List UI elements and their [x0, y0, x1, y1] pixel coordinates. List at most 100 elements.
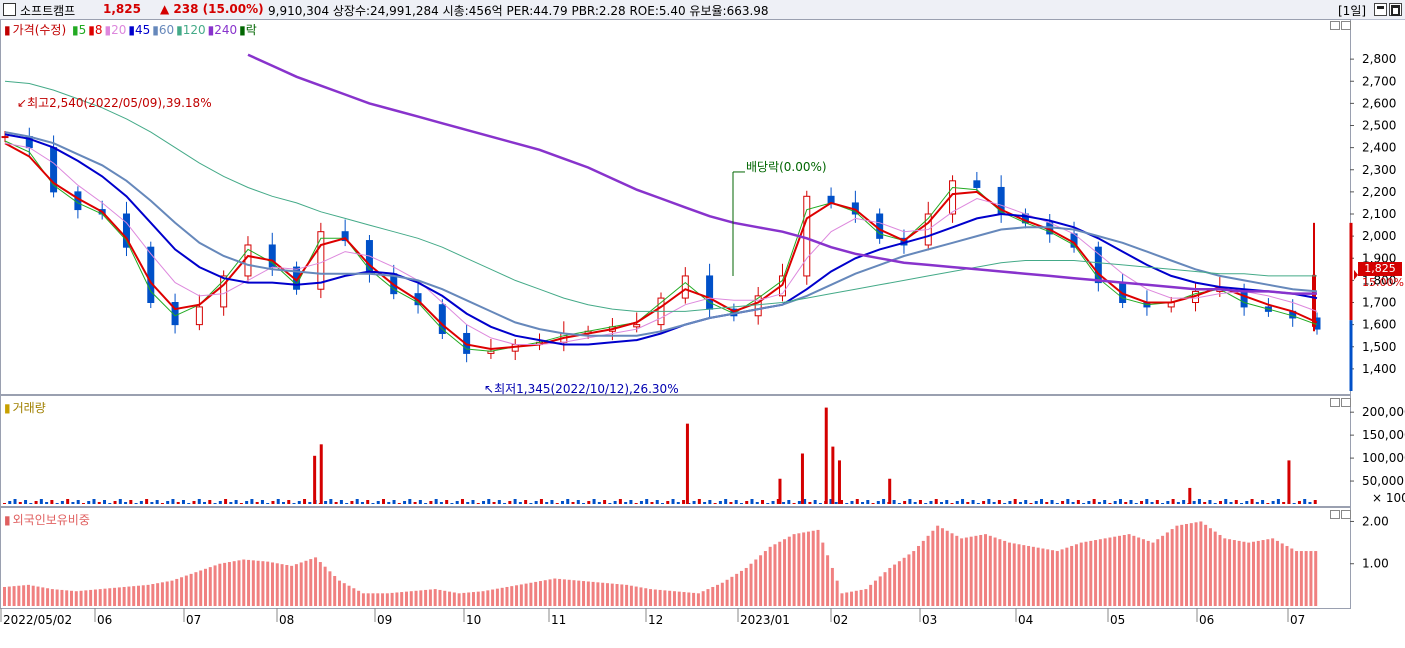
foreign-bar [428, 589, 432, 606]
foreign-bar [299, 562, 303, 606]
volume-bar [297, 501, 301, 504]
foreign-bar [1070, 545, 1074, 606]
pane-maximize-icon[interactable] [1341, 21, 1351, 30]
foreign-bar [720, 582, 724, 606]
volume-bar [50, 500, 54, 504]
candle-body [147, 246, 155, 303]
foreign-bar [199, 570, 203, 606]
volume-bar [924, 503, 928, 504]
volume-bar [676, 502, 680, 504]
pane-minimize-icon[interactable] [1330, 21, 1340, 30]
foreign-bar [160, 582, 164, 606]
foreign-bar [515, 585, 519, 606]
volume-bar [692, 501, 696, 504]
foreign-bar [170, 580, 174, 606]
volume-bar [418, 500, 422, 504]
foreign-bar [519, 584, 523, 606]
volume-tick-label: 100,000 [1362, 451, 1405, 465]
volume-bar [271, 501, 275, 504]
foreign-bar [543, 580, 547, 606]
pane-maximize-icon[interactable] [1341, 398, 1351, 407]
foreign-bar [735, 573, 739, 606]
foreign-bar [888, 567, 892, 606]
foreign-bar [1012, 543, 1016, 606]
volume-bar [8, 501, 12, 504]
select-checkbox[interactable] [3, 3, 16, 16]
last-candle-body [1312, 274, 1316, 327]
volume-bar [703, 502, 707, 504]
foreign-bar [893, 564, 897, 606]
x-tick-label: 07 [186, 613, 201, 627]
foreign-bar [931, 530, 935, 606]
price-tick-label: 2,600 [1362, 96, 1396, 110]
minimize-icon[interactable] [1374, 3, 1387, 16]
volume-bar [482, 501, 486, 504]
foreign-bar [251, 560, 255, 606]
price-tick-label: 2,800 [1362, 52, 1396, 66]
volume-bar [1218, 501, 1222, 504]
x-tick-label: 03 [922, 613, 937, 627]
foreign-bar [701, 591, 705, 606]
foreign-bar [993, 537, 997, 606]
volume-bar [508, 501, 512, 504]
volume-bar [871, 503, 875, 504]
x-tick-label: 10 [466, 613, 481, 627]
foreign-bar [457, 593, 461, 606]
volume-bar [334, 502, 338, 504]
price-tick-label: 2,400 [1362, 141, 1396, 155]
volume-bar [408, 499, 412, 504]
foreign-bar [333, 575, 337, 606]
x-tick-label: 06 [97, 613, 112, 627]
volume-bar [582, 503, 586, 504]
volume-bar [97, 502, 101, 504]
foreign-bar [821, 542, 825, 606]
foreign-bar [1089, 540, 1093, 606]
volume-bar [782, 502, 786, 504]
foreign-bar [448, 591, 452, 606]
foreign-bar [653, 589, 657, 606]
volume-bar [266, 503, 270, 504]
foreign-bar [586, 581, 590, 606]
legend-ma-3: ▮45 [128, 23, 151, 37]
foreign-bar [730, 576, 734, 606]
volume-bar [866, 500, 870, 504]
volume-bar [1266, 503, 1270, 504]
foreign-bar [940, 528, 944, 606]
volume-bar [882, 499, 886, 504]
volume-bar [1240, 503, 1244, 504]
foreign-bar [816, 529, 820, 606]
volume-bar [1066, 499, 1070, 504]
foreign-bar [400, 592, 404, 606]
foreign-bar [854, 590, 858, 606]
volume-bar [1055, 503, 1059, 504]
period-selector[interactable]: [1일] [1338, 4, 1367, 18]
foreign-bar [677, 591, 681, 606]
volume-bar [608, 503, 612, 504]
maximize-icon[interactable] [1389, 3, 1402, 16]
volume-bar [1061, 501, 1065, 504]
foreign-bar [304, 560, 308, 606]
candle-body [438, 304, 446, 334]
foreign-bar [897, 561, 901, 606]
foreign-bar [113, 587, 117, 606]
pane-minimize-icon[interactable] [1330, 398, 1340, 407]
volume-bar [1192, 501, 1196, 504]
foreign-bar [409, 591, 413, 606]
volume-bar [618, 499, 622, 504]
volume-bar [355, 499, 359, 504]
volume-bar [1276, 499, 1280, 504]
foreign-bar [247, 559, 251, 606]
x-tick-label: 11 [551, 613, 566, 627]
volume-bar [329, 499, 333, 504]
volume-bar [1092, 499, 1096, 504]
pane-minimize-icon[interactable] [1330, 510, 1340, 519]
volume-bar [571, 502, 575, 504]
foreign-bar [280, 564, 284, 606]
legend-ma-0: ▮5 [71, 23, 87, 37]
foreign-bar [89, 589, 93, 606]
volume-bar [576, 500, 580, 504]
pane-maximize-icon[interactable] [1341, 510, 1351, 519]
volume-bar [1313, 500, 1317, 504]
foreign-bar [744, 567, 748, 606]
volume-bar [797, 501, 801, 504]
